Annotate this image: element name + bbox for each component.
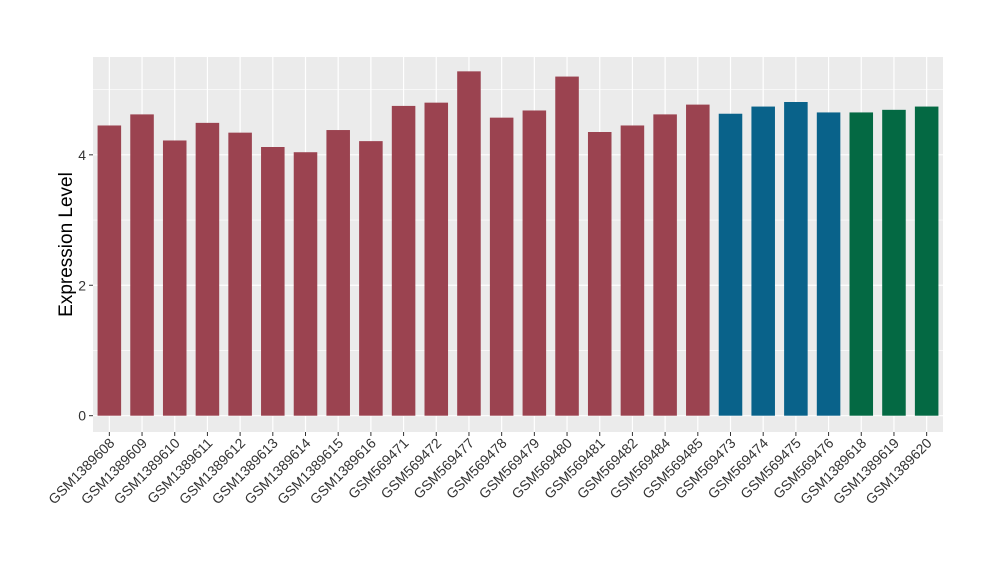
bar-GSM569485 xyxy=(686,104,710,416)
bar-GSM1389609 xyxy=(130,114,154,416)
bar-GSM569472 xyxy=(424,102,449,416)
bar-GSM1389618 xyxy=(849,112,874,416)
y-tick-label: 4 xyxy=(78,147,86,163)
bar-GSM1389613 xyxy=(261,147,285,416)
bar-GSM1389620 xyxy=(914,106,939,416)
bar-GSM569471 xyxy=(391,105,416,416)
bar-GSM1389610 xyxy=(162,140,187,416)
bar-GSM569475 xyxy=(784,102,808,416)
bar-GSM569476 xyxy=(816,112,841,416)
bar-GSM569480 xyxy=(555,76,579,416)
bar-GSM569479 xyxy=(522,110,547,416)
y-axis: 0 2 4 xyxy=(78,147,93,424)
bar-GSM1389615 xyxy=(326,130,350,416)
plot-panel xyxy=(93,57,943,432)
bar-GSM1389614 xyxy=(293,152,318,416)
bar-GSM569482 xyxy=(620,125,645,416)
bar-layer xyxy=(97,71,939,416)
bar-GSM569473 xyxy=(718,113,743,416)
y-axis-label: Expression Level xyxy=(56,172,77,317)
bar-GSM1389608 xyxy=(97,125,122,416)
bar-GSM569474 xyxy=(751,106,775,416)
y-tick-label: 2 xyxy=(78,277,86,293)
bar-GSM1389616 xyxy=(359,141,383,416)
bar-GSM569484 xyxy=(653,114,677,416)
bar-GSM569477 xyxy=(457,71,481,416)
bar-GSM1389619 xyxy=(882,109,906,416)
bar-GSM569478 xyxy=(489,117,514,416)
y-tick-label: 0 xyxy=(78,408,86,424)
x-axis: GSM1389608GSM1389609GSM1389610GSM1389611… xyxy=(45,432,935,507)
bar-GSM569481 xyxy=(587,132,612,416)
bar-GSM1389611 xyxy=(195,122,220,416)
bar-GSM1389612 xyxy=(228,132,252,416)
